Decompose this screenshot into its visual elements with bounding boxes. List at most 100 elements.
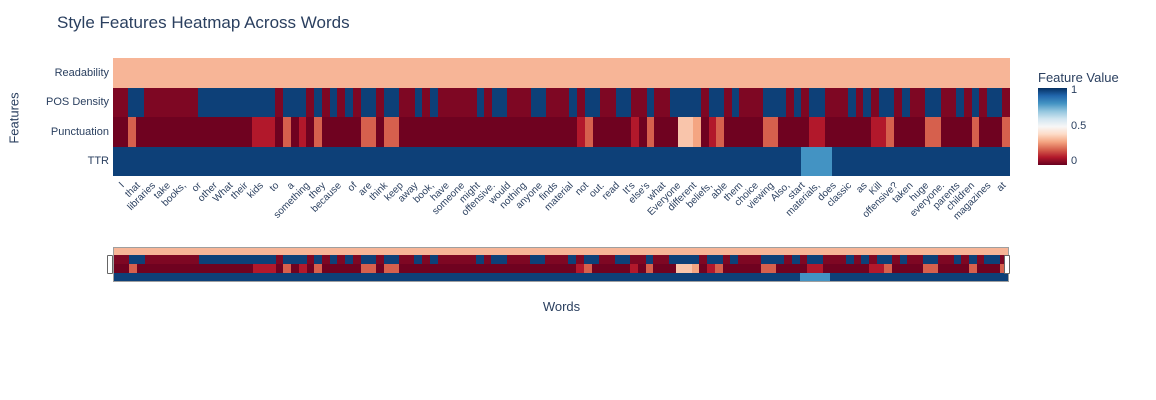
heatmap-cell[interactable] [816,117,825,147]
heatmap-cell[interactable] [290,117,299,147]
heatmap-cell[interactable] [569,146,578,176]
heatmap-cell[interactable] [499,87,508,117]
heatmap-cell[interactable] [314,146,322,176]
heatmap-cell[interactable] [298,87,307,117]
heatmap-cell[interactable] [167,58,175,88]
heatmap-cell[interactable] [143,87,152,117]
heatmap-cell[interactable] [693,87,701,117]
heatmap-cell[interactable] [708,146,717,176]
heatmap-cell[interactable] [368,146,376,176]
heatmap-cell[interactable] [329,58,338,88]
heatmap-cell[interactable] [948,58,957,88]
heatmap-cell[interactable] [221,117,230,147]
heatmap-cell[interactable] [824,87,833,117]
heatmap-cell[interactable] [793,146,802,176]
heatmap-cell[interactable] [221,58,230,88]
heatmap-cell[interactable] [840,117,848,147]
heatmap-cell[interactable] [600,87,608,117]
heatmap-cell[interactable] [468,117,477,147]
heatmap-cell[interactable] [375,87,384,117]
heatmap-cell[interactable] [762,117,771,147]
heatmap-cell[interactable] [128,117,137,147]
heatmap-cell[interactable] [337,87,346,117]
heatmap-cell[interactable] [979,58,987,88]
heatmap-cell[interactable] [623,117,632,147]
heatmap-cell[interactable] [391,58,400,88]
heatmap-cell[interactable] [391,146,400,176]
heatmap-cell[interactable] [337,117,346,147]
heatmap-cell[interactable] [553,117,562,147]
heatmap-cell[interactable] [198,146,206,176]
heatmap-cell[interactable] [909,58,918,88]
heatmap-cell[interactable] [491,58,500,88]
heatmap-cell[interactable] [406,87,415,117]
heatmap-cell[interactable] [770,87,779,117]
heatmap-cell[interactable] [445,117,454,147]
heatmap-cell[interactable] [530,87,539,117]
heatmap-cell[interactable] [855,87,864,117]
heatmap-cell[interactable] [283,117,291,147]
heatmap-cell[interactable] [120,87,129,117]
heatmap-cell[interactable] [863,146,871,176]
heatmap-cell[interactable] [994,87,1003,117]
heatmap-cell[interactable] [669,146,678,176]
heatmap-cell[interactable] [252,146,260,176]
heatmap-cell[interactable] [778,146,786,176]
heatmap-cell[interactable] [414,117,423,147]
heatmap-cell[interactable] [507,87,516,117]
heatmap-cell[interactable] [863,87,871,117]
heatmap-cell[interactable] [793,87,802,117]
heatmap-cell[interactable] [809,58,817,88]
heatmap-cell[interactable] [700,87,709,117]
heatmap-cell[interactable] [901,146,910,176]
heatmap-cell[interactable] [113,87,121,117]
heatmap-cell[interactable] [654,87,663,117]
heatmap-cell[interactable] [569,87,578,117]
heatmap-cell[interactable] [522,87,531,117]
heatmap-cell[interactable] [901,117,910,147]
heatmap-cell[interactable] [213,58,222,88]
heatmap-cell[interactable] [205,58,214,88]
heatmap-cell[interactable] [677,87,686,117]
heatmap-cell[interactable] [128,58,137,88]
heatmap-cell[interactable] [971,146,980,176]
heatmap-cell[interactable] [809,87,817,117]
heatmap-cell[interactable] [662,117,670,147]
heatmap-cell[interactable] [337,58,346,88]
heatmap-cell[interactable] [886,117,895,147]
heatmap-cell[interactable] [298,146,307,176]
heatmap-cell[interactable] [631,58,639,88]
heatmap-cell[interactable] [608,87,616,117]
heatmap-cell[interactable] [754,58,763,88]
heatmap-cell[interactable] [840,146,848,176]
heatmap-cell[interactable] [638,117,647,147]
heatmap-cell[interactable] [275,58,284,88]
heatmap-cell[interactable] [785,87,794,117]
heatmap-cell[interactable] [414,146,423,176]
heatmap-cell[interactable] [778,87,786,117]
heatmap-cell[interactable] [530,146,539,176]
heatmap-cell[interactable] [174,117,183,147]
heatmap-cell[interactable] [213,117,222,147]
heatmap-cell[interactable] [716,117,725,147]
heatmap-cell[interactable] [321,58,330,88]
heatmap-cell[interactable] [592,146,601,176]
heatmap-cell[interactable] [963,117,972,147]
heatmap-cell[interactable] [484,87,492,117]
heatmap-cell[interactable] [538,117,547,147]
heatmap-cell[interactable] [886,87,895,117]
heatmap-cell[interactable] [491,87,500,117]
heatmap-cell[interactable] [538,58,547,88]
heatmap-cell[interactable] [623,58,632,88]
heatmap-cell[interactable] [174,146,183,176]
heatmap-cell[interactable] [314,117,322,147]
heatmap-cell[interactable] [507,146,516,176]
heatmap-cell[interactable] [174,87,183,117]
heatmap-cell[interactable] [700,117,709,147]
heatmap-cell[interactable] [422,58,431,88]
heatmap-cell[interactable] [747,58,755,88]
heatmap-cell[interactable] [461,58,469,88]
heatmap-cell[interactable] [747,146,755,176]
heatmap-cell[interactable] [283,146,291,176]
heatmap-cell[interactable] [948,87,957,117]
